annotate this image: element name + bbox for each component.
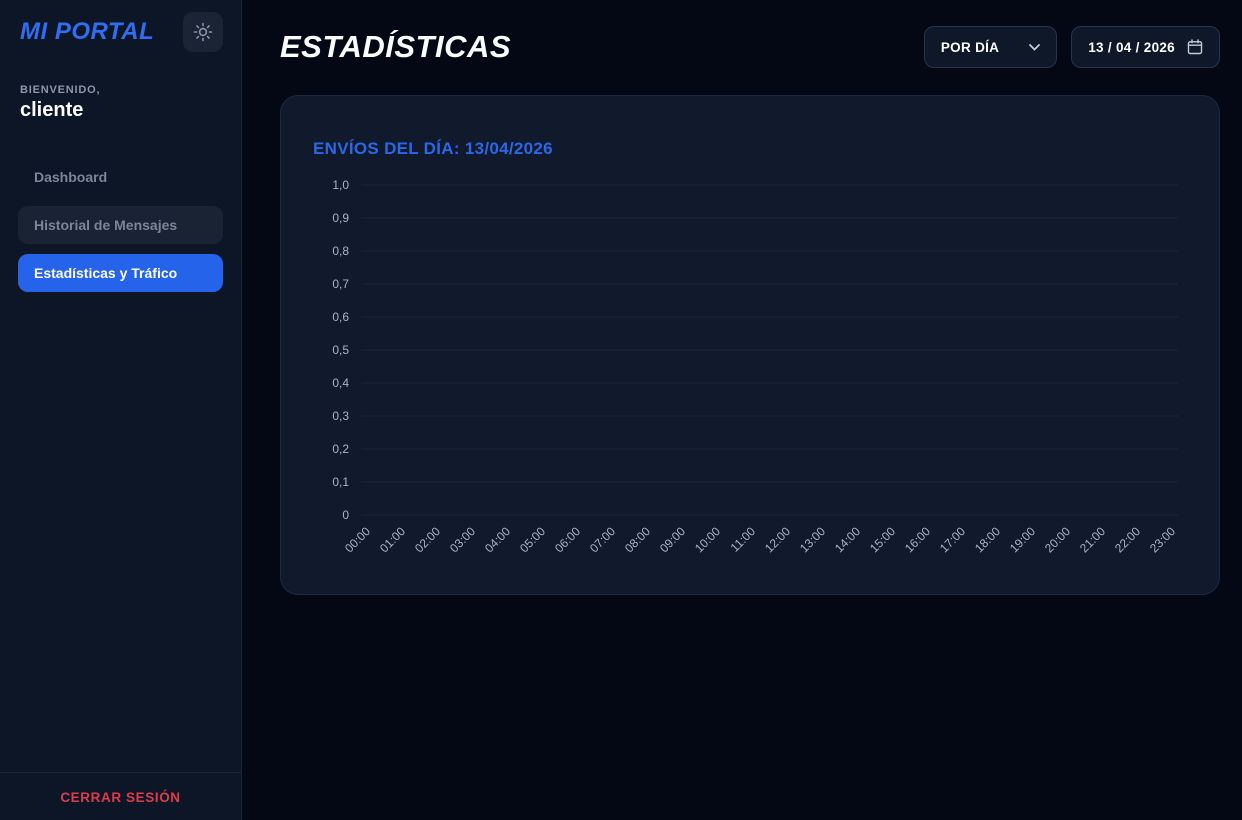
sidebar-bottom: CERRAR SESIÓN [0, 772, 241, 820]
y-tick-label: 0,3 [332, 409, 349, 423]
app-logo[interactable]: MI PORTAL [20, 18, 155, 45]
x-tick-label: 03:00 [447, 524, 478, 555]
date-input-value: 13 / 04 / 2026 [1088, 39, 1175, 55]
main-content: ESTADÍSTICAS POR DÍA 13 / 04 / 2026 [242, 0, 1242, 820]
y-tick-label: 0,2 [332, 442, 349, 456]
x-tick-label: 02:00 [412, 524, 443, 555]
page-title: ESTADÍSTICAS [280, 29, 512, 64]
x-tick-label: 01:00 [377, 524, 408, 555]
y-tick-label: 0,5 [332, 343, 349, 357]
sun-icon [193, 22, 213, 42]
sidebar-item-estadisticas-y-trafico[interactable]: Estadísticas y Tráfico [18, 254, 223, 292]
x-tick-label: 11:00 [728, 524, 759, 555]
logo-row: MI PORTAL [18, 10, 223, 52]
sidebar-item-label: Estadísticas y Tráfico [34, 265, 178, 281]
period-select[interactable]: POR DÍA [923, 26, 1058, 68]
chart-title: ENVÍOS DEL DÍA: 13/04/2026 [313, 139, 553, 158]
y-tick-label: 0,7 [332, 277, 349, 291]
x-tick-label: 04:00 [482, 524, 513, 555]
x-tick-label: 21:00 [1077, 524, 1108, 555]
y-tick-label: 0,9 [332, 211, 349, 225]
x-tick-label: 10:00 [692, 524, 723, 555]
x-tick-label: 13:00 [797, 524, 828, 555]
welcome-label: BIENVENIDO, [20, 84, 101, 96]
x-tick-label: 15:00 [867, 524, 898, 555]
username: cliente [20, 99, 84, 121]
sidebar-item-dashboard[interactable]: Dashboard [18, 158, 223, 196]
y-tick-label: 0,6 [332, 310, 349, 324]
x-tick-label: 16:00 [902, 524, 933, 555]
x-tick-label: 05:00 [517, 524, 548, 555]
chevron-down-icon [1029, 43, 1041, 51]
topbar-controls: POR DÍA 13 / 04 / 2026 [923, 26, 1220, 68]
x-tick-label: 23:00 [1147, 524, 1178, 555]
x-tick-label: 12:00 [762, 524, 793, 555]
y-tick-label: 0 [342, 508, 349, 522]
welcome-block: BIENVENIDO, cliente [18, 84, 223, 122]
sidebar: MI PORTAL [0, 0, 242, 820]
x-tick-label: 14:00 [832, 524, 863, 555]
x-tick-label: 07:00 [587, 524, 618, 555]
x-tick-label: 19:00 [1007, 524, 1038, 555]
logout-button[interactable]: CERRAR SESIÓN [0, 790, 241, 805]
theme-toggle-button[interactable] [183, 12, 223, 52]
chart-card: ENVÍOS DEL DÍA: 13/04/2026 0 0,1 0,2 0,3 0,4… [280, 95, 1220, 595]
x-tick-label: 00:00 [342, 524, 373, 555]
line-chart: 0 0,1 0,2 0,3 0,4 0,5 0,6 0,7 0,8 0,9 1,0 00:00 01:0… [311, 173, 1189, 578]
x-tick-label: 18:00 [972, 524, 1003, 555]
period-select-value: POR DÍA [940, 39, 1000, 55]
sidebar-item-historial-de-mensajes[interactable]: Historial de Mensajes [18, 206, 223, 244]
y-tick-label: 0,4 [332, 376, 349, 390]
topbar: ESTADÍSTICAS POR DÍA 13 / 04 / 2026 [280, 0, 1220, 95]
sidebar-item-label: Historial de Mensajes [34, 217, 178, 233]
y-tick-label: 0,1 [332, 475, 349, 489]
sidebar-nav: Dashboard Historial de Mensajes Estadíst… [18, 158, 223, 292]
x-tick-label: 08:00 [622, 524, 653, 555]
x-tick-label: 22:00 [1112, 524, 1143, 555]
x-tick-label: 20:00 [1042, 524, 1073, 555]
y-tick-label: 1,0 [332, 178, 349, 192]
x-tick-label: 06:00 [552, 524, 583, 555]
x-tick-label: 17:00 [937, 524, 968, 555]
x-tick-label: 09:00 [657, 524, 688, 555]
date-input[interactable]: 13 / 04 / 2026 [1071, 26, 1220, 68]
sidebar-item-label: Dashboard [34, 169, 108, 185]
y-tick-label: 0,8 [332, 244, 349, 258]
calendar-icon[interactable] [1187, 39, 1203, 55]
sidebar-top: MI PORTAL [0, 0, 241, 292]
